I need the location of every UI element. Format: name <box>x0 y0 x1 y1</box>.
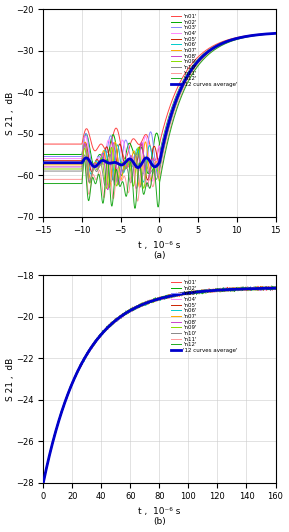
Legend: 'n01', 'n02', 'n03', 'n04', 'n05', 'n06', 'n07', 'n08', 'n09', 'n10', 'n11', 'n1: 'n01', 'n02', 'n03', 'n04', 'n05', 'n06'… <box>171 14 238 87</box>
Y-axis label: S 21 ,  dB: S 21 , dB <box>5 92 14 135</box>
X-axis label: t ,  10⁻⁶ s
(a): t , 10⁻⁶ s (a) <box>138 241 181 261</box>
Legend: 'n01', 'n02', 'n03', 'n04', 'n05', 'n06', 'n07', 'n08', 'n09', 'n10', 'n11', 'n1: 'n01', 'n02', 'n03', 'n04', 'n05', 'n06'… <box>171 280 238 353</box>
Y-axis label: S 21 ,  dB: S 21 , dB <box>5 358 14 401</box>
X-axis label: t ,  10⁻⁶ s
(b): t , 10⁻⁶ s (b) <box>138 507 181 527</box>
